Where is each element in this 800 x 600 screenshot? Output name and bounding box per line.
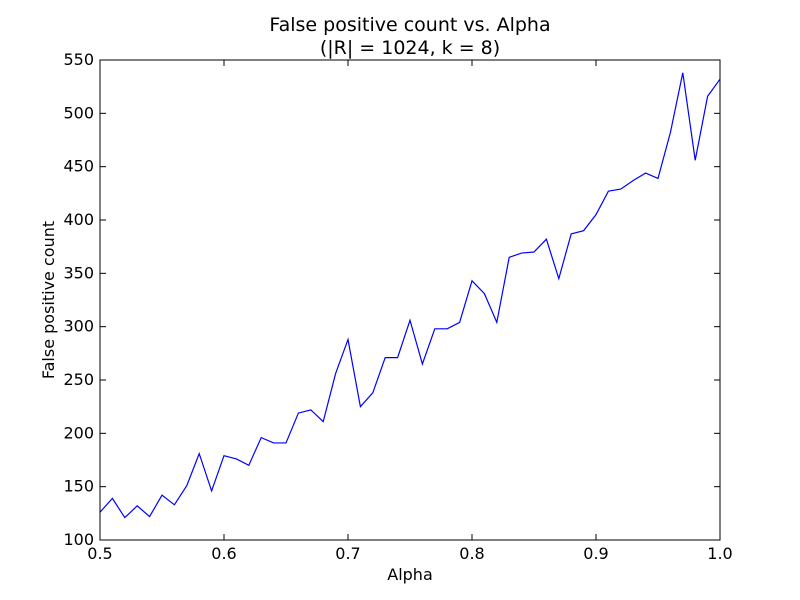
x-tick-label: 0.6 <box>211 544 236 563</box>
x-axis-label: Alpha <box>387 565 433 584</box>
x-tick-label: 0.5 <box>87 544 112 563</box>
x-tick-label: 0.8 <box>459 544 484 563</box>
y-tick-label: 350 <box>63 263 94 282</box>
y-axis-label: False positive count <box>39 221 58 379</box>
y-tick-label: 500 <box>63 103 94 122</box>
y-tick-label: 400 <box>63 210 94 229</box>
x-tick-label: 1.0 <box>707 544 732 563</box>
chart-subtitle: (|R| = 1024, k = 8) <box>320 37 500 59</box>
x-tick-label: 0.9 <box>583 544 608 563</box>
y-tick-label: 550 <box>63 50 94 69</box>
tick-labels: 0.5 0.6 0.7 0.8 0.9 1.0 100 150 200 250 300 350 400 4… <box>63 50 732 563</box>
y-tick-label: 300 <box>63 317 94 336</box>
y-tick-label: 450 <box>63 157 94 176</box>
plot-frame <box>99 59 721 541</box>
y-tick-label: 200 <box>63 423 94 442</box>
y-tick-label: 100 <box>63 530 94 549</box>
series-line <box>99 72 721 519</box>
y-tick-label: 250 <box>63 370 94 389</box>
x-tick-label: 0.7 <box>335 544 360 563</box>
chart-title: False positive count vs. Alpha <box>269 14 550 36</box>
y-tick-label: 150 <box>63 477 94 496</box>
